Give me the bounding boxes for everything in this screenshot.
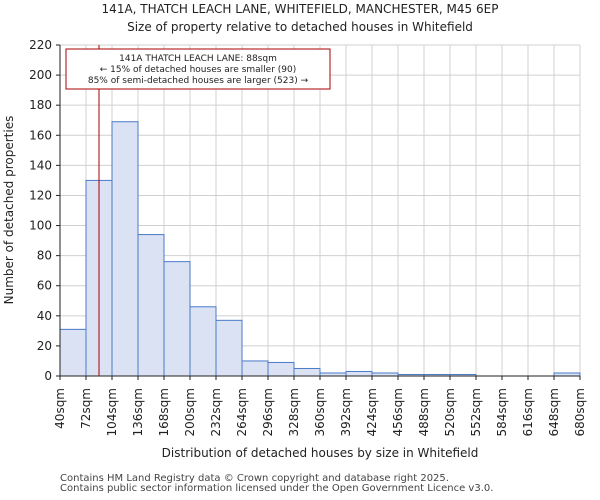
x-tick-label-72sqm: 72sqm (79, 388, 93, 429)
x-tick-label-328sqm: 328sqm (287, 388, 301, 436)
bar-296sqm (267, 361, 295, 377)
x-tick-label-424sqm: 424sqm (365, 388, 379, 436)
annotation-line3: 85% of semi-detached houses are larger (… (88, 76, 309, 86)
y-tick-label-0: 0 (44, 369, 52, 383)
chart-title-line2: Size of property relative to detached ho… (127, 20, 473, 34)
x-tick-label-616sqm: 616sqm (521, 388, 535, 436)
bar-40sqm (59, 328, 87, 377)
x-tick-label-136sqm: 136sqm (131, 388, 145, 436)
x-tick-label-392sqm: 392sqm (339, 388, 353, 436)
x-tick-label-520sqm: 520sqm (443, 388, 457, 436)
y-tick-label-20: 20 (37, 339, 52, 353)
x-tick-label-488sqm: 488sqm (417, 388, 431, 436)
x-tick-label-40sqm: 40sqm (53, 388, 67, 429)
bar-168sqm (163, 261, 191, 377)
bar-104sqm (111, 121, 139, 377)
x-tick-label-648sqm: 648sqm (547, 388, 561, 436)
annotation-line1: 141A THATCH LEACH LANE: 88sqm (119, 54, 277, 64)
x-tick-labels: 40sqm 72sqm 104sqm 136sqm 168sqm 200sqm 232sqm… (53, 376, 587, 436)
footer-line2: Contains public sector information licen… (60, 483, 494, 494)
x-tick-label-456sqm: 456sqm (391, 388, 405, 436)
bar-136sqm (137, 234, 165, 377)
annotation-line2: ← 15% of detached houses are smaller (90… (100, 65, 297, 75)
x-tick-label-264sqm: 264sqm (235, 388, 249, 436)
histogram-chart: 141A, THATCH LEACH LANE, WHITEFIELD, MAN… (2, 2, 587, 460)
y-tick-labels: 0 20 40 60 80 100 120 140 160 180 200 220 (29, 38, 60, 383)
y-tick-label-180: 180 (29, 98, 52, 112)
annotation-frame (65, 48, 331, 90)
y-tick-label-40: 40 (37, 309, 52, 323)
x-tick-label-552sqm: 552sqm (469, 388, 483, 436)
x-tick-label-584sqm: 584sqm (495, 388, 509, 436)
footer-line1: Contains HM Land Registry data © Crown c… (60, 473, 449, 484)
y-tick-label-100: 100 (29, 219, 52, 233)
y-tick-label-220: 220 (29, 38, 52, 52)
y-tick-label-140: 140 (29, 158, 52, 172)
bar-232sqm (215, 319, 243, 377)
x-tick-label-104sqm: 104sqm (105, 388, 119, 436)
x-tick-label-200sqm: 200sqm (183, 388, 197, 436)
bar-328sqm (293, 367, 321, 377)
y-tick-label-80: 80 (37, 249, 52, 263)
x-axis-label: Distribution of detached houses by size … (162, 446, 479, 460)
bar-200sqm (189, 306, 217, 377)
x-tick-label-296sqm: 296sqm (261, 388, 275, 436)
y-tick-label-200: 200 (29, 68, 52, 82)
x-tick-label-680sqm: 680sqm (573, 388, 587, 436)
annotation-box: 141A THATCH LEACH LANE: 88sqm ← 15% of d… (65, 48, 331, 90)
y-tick-label-60: 60 (37, 279, 52, 293)
x-tick-label-232sqm: 232sqm (209, 388, 223, 436)
y-tick-label-120: 120 (29, 188, 52, 202)
x-tick-label-360sqm: 360sqm (313, 388, 327, 436)
chart-title-line1: 141A, THATCH LEACH LANE, WHITEFIELD, MAN… (102, 2, 499, 16)
y-tick-label-160: 160 (29, 128, 52, 142)
x-tick-label-168sqm: 168sqm (157, 388, 171, 436)
y-axis-label: Number of detached properties (2, 116, 16, 305)
bar-392sqm (345, 370, 373, 377)
bar-264sqm (241, 360, 269, 377)
